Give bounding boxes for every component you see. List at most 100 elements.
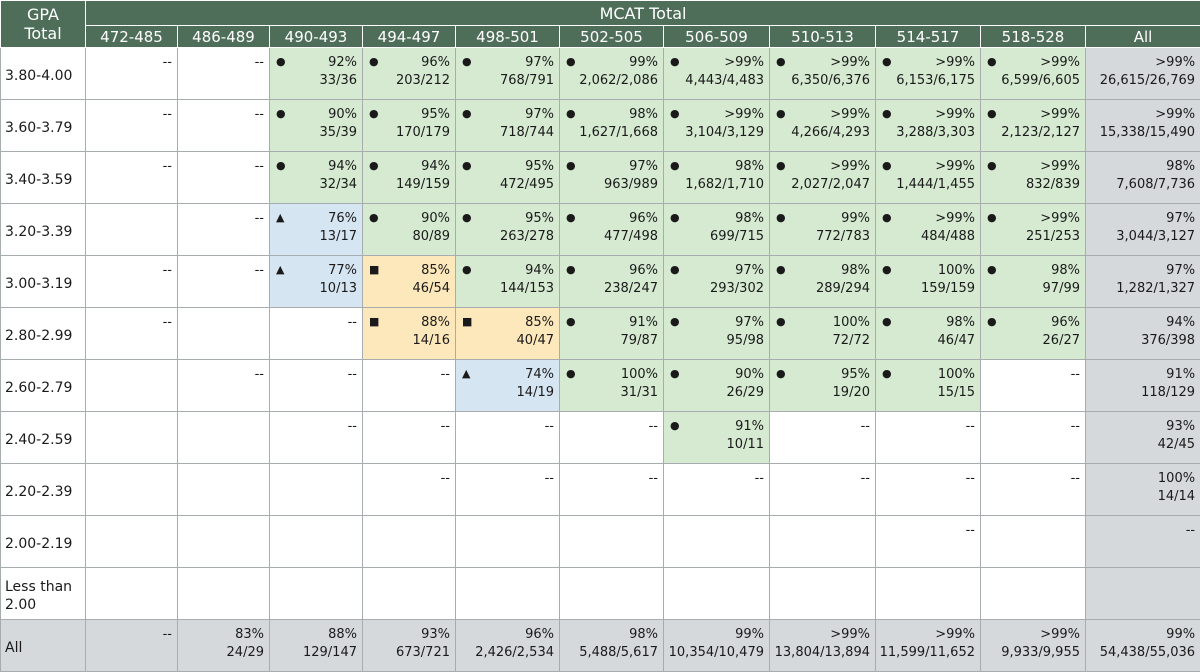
cell-marker: ■ — [369, 315, 379, 328]
cell-fraction: 1,444/1,455 — [876, 176, 975, 194]
cell-dash: -- — [363, 360, 455, 384]
cell-fraction: 376/398 — [1086, 332, 1195, 350]
cell-marker: ● — [670, 55, 680, 68]
table-cell: ●>99%3,104/3,129 — [664, 100, 770, 152]
table-cell: -- — [876, 464, 981, 516]
table-cell — [86, 516, 178, 568]
cell-dash: -- — [270, 412, 362, 436]
row-label: All — [1, 620, 86, 672]
cell-marker: ● — [462, 211, 472, 224]
cell-marker: ● — [369, 55, 379, 68]
table-cell: -- — [178, 100, 270, 152]
cell-dash: -- — [86, 152, 177, 176]
cell-percent: 99% — [1086, 626, 1195, 644]
cell-text: >99%13,804/13,894 — [770, 620, 875, 662]
table-cell: 99%10,354/10,479 — [664, 620, 770, 672]
table-cell: ▲74%14/19 — [456, 360, 560, 412]
table-cell: ●98%289/294 — [770, 256, 876, 308]
table-cell: -- — [456, 464, 560, 516]
cell-fraction: 4,266/4,293 — [770, 124, 870, 142]
cell-fraction: 7,608/7,736 — [1086, 176, 1195, 194]
cell-marker: ● — [462, 263, 472, 276]
table-cell: ●95%170/179 — [363, 100, 456, 152]
cell-fraction: 19/20 — [770, 384, 870, 402]
cell-marker: ● — [987, 159, 997, 172]
table-cell: -- — [178, 256, 270, 308]
cell-text: 91%118/129 — [1086, 360, 1200, 402]
cell-fraction: 79/87 — [560, 332, 658, 350]
cell-text: 100%72/72 — [770, 308, 875, 350]
table-cell: >99%26,615/26,769 — [1086, 48, 1200, 100]
cell-dash: -- — [560, 412, 663, 436]
cell-dash: -- — [86, 256, 177, 280]
table-cell: 96%2,426/2,534 — [456, 620, 560, 672]
cell-text: 96%2,426/2,534 — [456, 620, 559, 662]
cell-dash: -- — [178, 360, 269, 384]
table-cell — [664, 516, 770, 568]
cell-text: 98%1,682/1,710 — [664, 152, 769, 194]
table-row: 3.00-3.19----▲77%10/13■85%46/54●94%144/1… — [1, 256, 1200, 308]
row-label: 3.00-3.19 — [1, 256, 86, 308]
cell-text: >99%6,350/6,376 — [770, 48, 875, 90]
table-cell: ●>99%6,350/6,376 — [770, 48, 876, 100]
cell-percent: 94% — [1086, 314, 1195, 332]
table-cell: -- — [770, 464, 876, 516]
cell-text: 93%673/721 — [363, 620, 455, 662]
cell-dash: -- — [178, 152, 269, 176]
cell-dash: -- — [770, 464, 875, 488]
cell-marker: ● — [776, 263, 786, 276]
table-cell — [1086, 568, 1200, 620]
cell-fraction: 484/488 — [876, 228, 975, 246]
column-header: 498-501 — [456, 26, 560, 48]
row-label: 2.80-2.99 — [1, 308, 86, 360]
cell-text: 99%10,354/10,479 — [664, 620, 769, 662]
table-cell: ●92%33/36 — [270, 48, 363, 100]
table-cell: ●100%31/31 — [560, 360, 664, 412]
cell-fraction: 35/39 — [270, 124, 357, 142]
cell-text: 98%7,608/7,736 — [1086, 152, 1200, 194]
table-cell: ●95%472/495 — [456, 152, 560, 204]
table-cell: -- — [86, 100, 178, 152]
cell-fraction: 6,350/6,376 — [770, 72, 870, 90]
cell-dash: -- — [770, 412, 875, 436]
table-cell: >99%9,933/9,955 — [981, 620, 1086, 672]
cell-marker: ● — [369, 211, 379, 224]
table-cell: ●97%718/744 — [456, 100, 560, 152]
cell-percent: 93% — [1086, 418, 1195, 436]
table-cell: ●94%144/153 — [456, 256, 560, 308]
row-label: 3.60-3.79 — [1, 100, 86, 152]
column-header: 502-505 — [560, 26, 664, 48]
cell-marker: ● — [882, 315, 892, 328]
cell-dash: -- — [270, 308, 362, 332]
table-cell: ▲76%13/17 — [270, 204, 363, 256]
cell-fraction: 6,599/6,605 — [981, 72, 1080, 90]
cell-text: 98%699/715 — [664, 204, 769, 246]
table-cell: -- — [86, 256, 178, 308]
corner-text: GPA Total — [18, 5, 68, 43]
table-cell: ●94%149/159 — [363, 152, 456, 204]
table-cell: ●97%963/989 — [560, 152, 664, 204]
cell-marker: ● — [987, 211, 997, 224]
cell-fraction: 772/783 — [770, 228, 870, 246]
cell-percent: 98% — [560, 626, 658, 644]
table-cell: ●91%10/11 — [664, 412, 770, 464]
table-cell — [178, 412, 270, 464]
table-cell: 91%118/129 — [1086, 360, 1200, 412]
table-cell: -- — [86, 152, 178, 204]
cell-fraction: 15/15 — [876, 384, 975, 402]
cell-fraction: 40/47 — [456, 332, 554, 350]
table-cell: 94%376/398 — [1086, 308, 1200, 360]
cell-text: 93%42/45 — [1086, 412, 1200, 454]
table-cell — [270, 516, 363, 568]
table-cell: 100%14/14 — [1086, 464, 1200, 516]
table-cell: -- — [86, 48, 178, 100]
table-row: 2.40-2.59--------●91%10/11------93%42/45 — [1, 412, 1200, 464]
cell-dash: -- — [86, 308, 177, 332]
cell-fraction: 118/129 — [1086, 384, 1195, 402]
table-cell: ●>99%832/839 — [981, 152, 1086, 204]
cell-marker: ▲ — [276, 263, 284, 276]
table-cell: -- — [981, 464, 1086, 516]
cell-percent: >99% — [981, 626, 1080, 644]
cell-fraction: 11,599/11,652 — [876, 644, 975, 662]
